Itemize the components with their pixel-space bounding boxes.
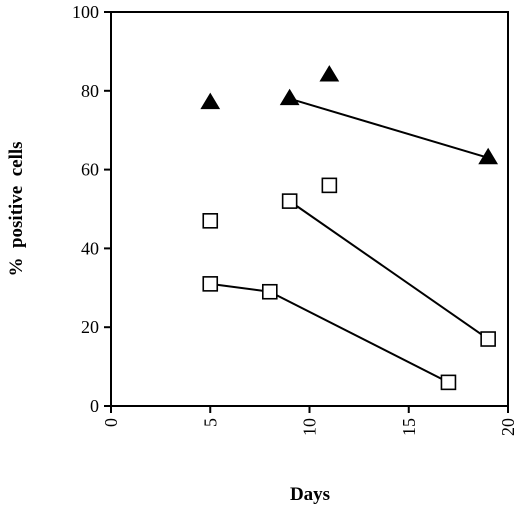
series-markers [200,65,499,391]
x-tick-label: 10 [300,418,320,436]
square-marker [202,276,219,292]
triangle-marker [319,65,340,82]
triangle-marker [279,88,300,106]
x-tick-label: 0 [101,418,121,427]
y-tick-label: 0 [90,396,99,416]
series-line-segment [289,200,489,340]
series-line-segment [289,97,489,159]
y-axis: 0 20 40 60 80 100 [72,2,111,416]
triangle-marker [200,92,221,110]
y-tick-label: 80 [81,81,99,101]
series-line-segment [210,282,270,293]
square-marker [440,374,457,391]
x-tick-label: 15 [399,418,419,436]
series-line-segment [269,290,449,384]
y-tick-label: 100 [72,2,99,22]
x-tick-label: 5 [200,418,220,427]
y-tick-label: 20 [81,317,99,337]
square-marker [321,177,338,194]
square-marker [480,331,496,347]
square-marker [261,283,278,300]
x-tick-label: 20 [498,418,518,436]
square-marker [202,213,219,229]
series-lines [210,97,489,384]
x-axis: 0 5 10 15 20 [101,406,518,436]
square-marker [281,193,298,209]
y-tick-label: 40 [81,238,99,258]
y-axis-title: % positive cells [6,141,27,276]
plot-frame [110,11,509,407]
y-tick-label: 60 [81,160,99,180]
x-axis-title: Days [290,484,330,505]
triangle-marker [478,147,499,165]
